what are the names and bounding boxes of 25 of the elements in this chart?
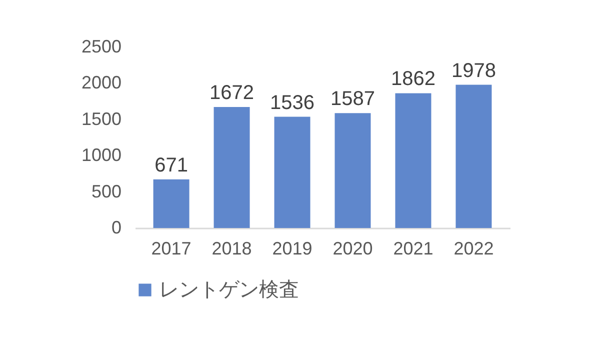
bar: [214, 106, 250, 228]
data-label: 1978: [451, 60, 496, 82]
x-tick-label: 2018: [212, 238, 252, 258]
y-tick-label: 2500: [81, 36, 122, 56]
data-label: 671: [154, 154, 188, 176]
x-tick-label: 2017: [151, 238, 192, 258]
legend-label: レントゲン検査: [159, 279, 299, 301]
bar: [334, 113, 371, 228]
data-label: 1536: [270, 92, 315, 114]
y-tick-label: 500: [91, 181, 122, 202]
data-label: 1672: [210, 82, 254, 104]
x-tick-label: 2020: [332, 238, 373, 258]
y-tick-label: 2000: [81, 72, 122, 93]
bar: [456, 84, 492, 228]
x-tick-label: 2019: [272, 238, 312, 258]
y-tick-label: 1000: [81, 145, 122, 166]
data-label: 1587: [330, 88, 375, 110]
data-label: 1862: [390, 68, 436, 90]
x-tick-label: 2021: [393, 238, 434, 258]
y-tick-label: 0: [111, 218, 122, 238]
x-tick-label: 2022: [454, 238, 494, 258]
bar: [153, 179, 190, 228]
bar: [395, 93, 432, 228]
y-tick-label: 1500: [81, 108, 122, 129]
bar: [274, 116, 310, 228]
